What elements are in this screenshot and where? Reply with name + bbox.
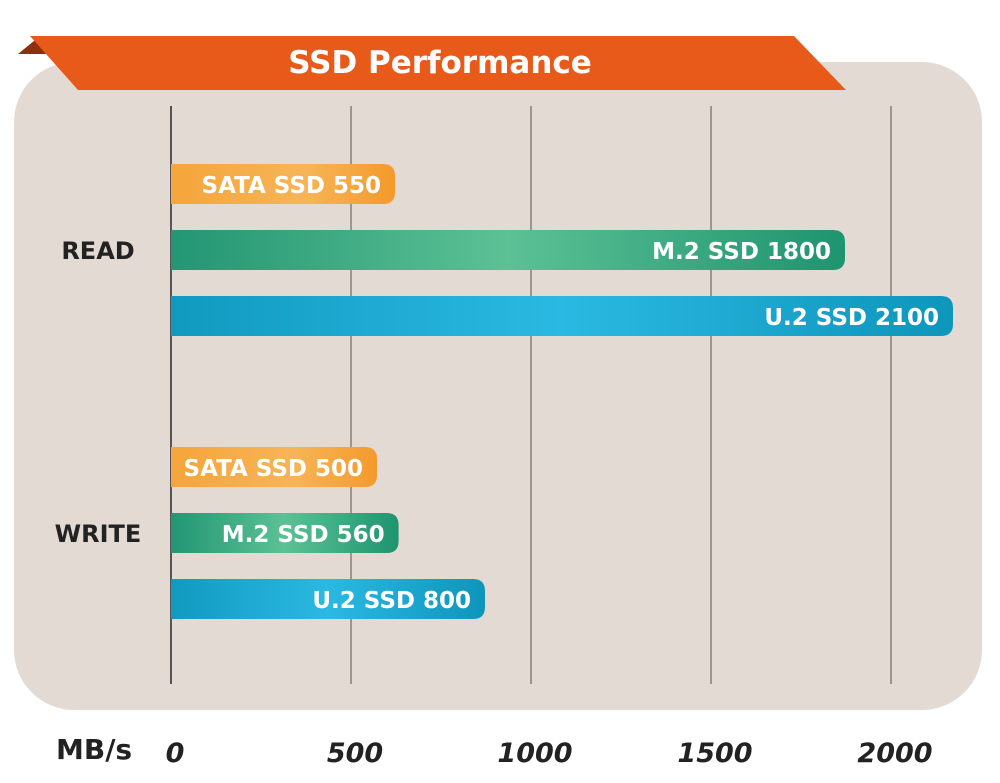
group-label-write: WRITE xyxy=(55,520,142,548)
x-tick-label: 500 xyxy=(327,738,383,769)
bar-data-label: M.2 SSD 1800 xyxy=(652,239,831,265)
bar-data-label: M.2 SSD 560 xyxy=(222,522,385,548)
x-axis-unit: MB/s xyxy=(56,733,133,766)
group-labels: READ WRITE xyxy=(55,237,142,548)
bar-m2-write xyxy=(171,513,399,553)
x-axis-ticks: 0 500 1000 1500 2000 xyxy=(166,738,933,769)
x-tick-label: 1500 xyxy=(677,738,752,769)
x-tick-label: 2000 xyxy=(857,738,932,769)
chart-title: SSD Performance xyxy=(288,45,592,81)
bar-data-label: SATA SSD 550 xyxy=(202,173,382,199)
bar-data-label: U.2 SSD 2100 xyxy=(764,305,939,331)
bar-u2-write xyxy=(171,579,485,619)
bar-u2-read xyxy=(171,296,953,336)
bar-data-label: SATA SSD 500 xyxy=(184,456,364,482)
bar-m2-read xyxy=(171,230,845,270)
bar-data-label: U.2 SSD 800 xyxy=(312,588,471,614)
title-banner xyxy=(18,36,846,90)
x-tick-label: 1000 xyxy=(497,738,572,769)
x-tick-label: 0 xyxy=(166,738,185,769)
bar-sata-read xyxy=(171,164,395,204)
group-label-read: READ xyxy=(61,237,134,265)
bars: SATA SSD 550 M.2 SSD 1800 U.2 SSD 2100 SATA… xyxy=(171,164,953,619)
bar-sata-write xyxy=(171,447,377,487)
